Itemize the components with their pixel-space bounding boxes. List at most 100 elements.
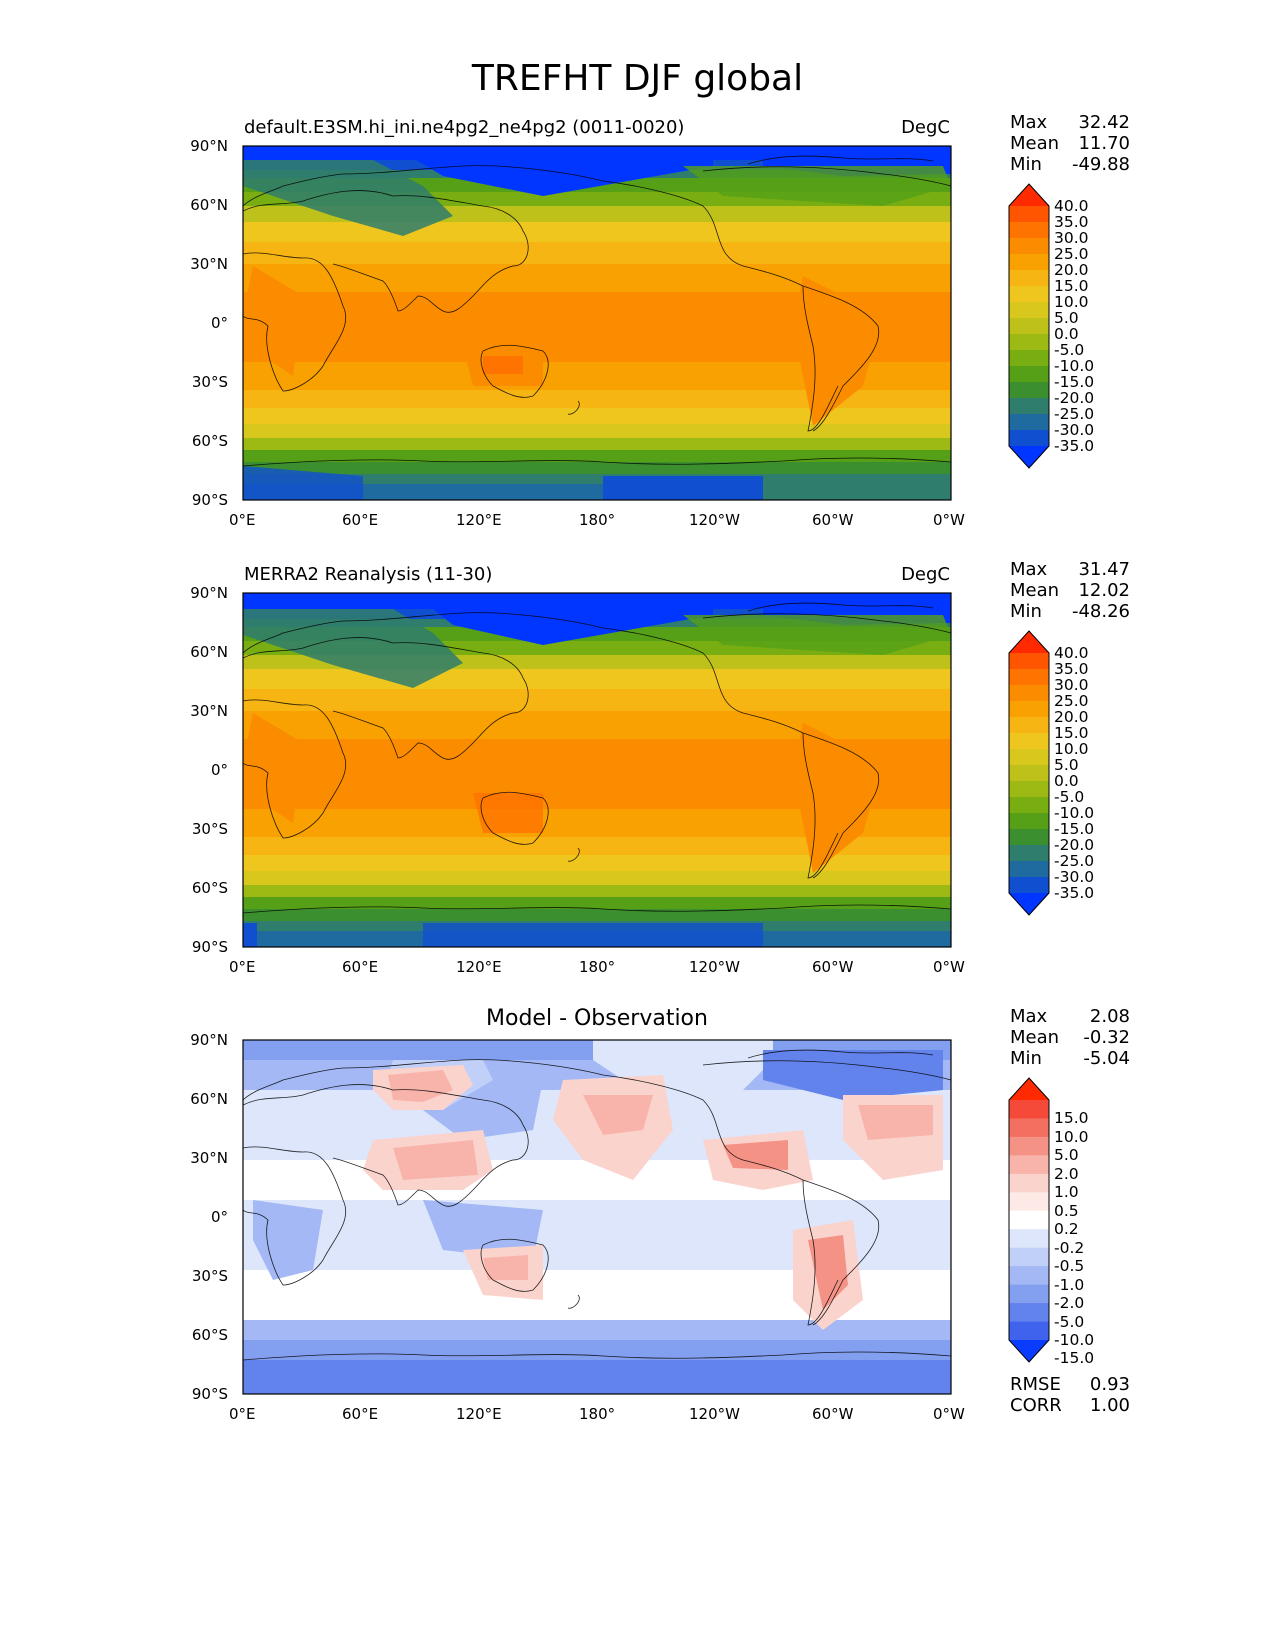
colorbar-tick-label: 40.0 [1054, 197, 1089, 215]
lon-tick-label: 0°W [933, 1405, 965, 1423]
colorbar-tick-label: 2.0 [1054, 1164, 1079, 1183]
colorbar-tick-label: -2.0 [1054, 1294, 1085, 1313]
lat-tick-label: 0° [210, 761, 228, 779]
colorbar-segment [1009, 1210, 1049, 1230]
stat-min-label: Min [1010, 1048, 1042, 1069]
colorbar-tick-label: -10.0 [1054, 804, 1095, 822]
coastlines [242, 1049, 952, 1361]
figure-title: TREFHT DJF global [471, 58, 804, 99]
colorbar-extend-min [1009, 1340, 1049, 1362]
colorbar-tick-label: -0.2 [1054, 1238, 1085, 1257]
colorbar-segment [1009, 1100, 1049, 1119]
colorbar-segment [1009, 781, 1049, 798]
lat-tick-label: 30°N [190, 1149, 228, 1167]
coastlines [242, 155, 952, 467]
corr-label: CORR [1010, 1395, 1062, 1416]
lon-tick-label: 180° [579, 511, 616, 529]
colorbar-segment [1009, 1266, 1049, 1286]
colorbar-segment [1009, 1247, 1049, 1267]
lon-tick-label: 120°W [689, 511, 740, 529]
colorbar-tick-label: 20.0 [1054, 261, 1089, 279]
colorbar-tick-label: -30.0 [1054, 868, 1095, 886]
colorbar-tick-label: -20.0 [1054, 389, 1095, 407]
lon-tick-label: 180° [579, 1405, 616, 1423]
coastlines [242, 602, 952, 914]
colorbar-segment [1009, 829, 1049, 846]
colorbar-tick-label: -5.0 [1054, 1312, 1085, 1331]
colorbar-tick-label: 5.0 [1054, 756, 1079, 774]
lat-tick-label: 30°S [191, 1267, 228, 1285]
colorbar-tick-label: 25.0 [1054, 245, 1089, 263]
colorbar-segment [1009, 318, 1049, 335]
colorbar-extend-min [1009, 446, 1049, 468]
rmse-label: RMSE [1010, 1374, 1061, 1395]
colorbar-tick-label: 15.0 [1054, 1109, 1089, 1128]
colorbar-segment [1009, 1284, 1049, 1304]
colorbar-segment [1009, 653, 1049, 670]
lat-tick-label: 90°S [191, 938, 228, 956]
colorbar-tick-label: 5.0 [1054, 309, 1079, 327]
panel2-colorbar-ticks: 40.0 35.0 30.0 25.0 20.0 15.0 10.0 5.0 0.0 -5.0 -1… [1054, 645, 1114, 901]
colorbar-tick-label: -15.0 [1054, 820, 1095, 838]
colorbar-segment [1009, 1192, 1049, 1212]
colorbar-extend-min [1009, 893, 1049, 915]
panel3-colorbar [1008, 1077, 1050, 1363]
colorbar-segment [1009, 238, 1049, 255]
colorbar-outline [1008, 183, 1050, 469]
colorbar-segment [1009, 701, 1049, 718]
colorbar-tick-label: 25.0 [1054, 692, 1089, 710]
colorbar-segment [1009, 717, 1049, 734]
lon-tick-label: 0°W [933, 958, 965, 976]
stat-min-label: Min [1010, 154, 1042, 175]
panel1-map [242, 145, 952, 501]
lon-tick-label: 120°W [689, 958, 740, 976]
lat-tick-label: 30°S [191, 820, 228, 838]
colorbar-tick-label: 35.0 [1054, 213, 1089, 231]
colorbar-segment [1009, 398, 1049, 415]
difference-field [243, 1040, 951, 1394]
colorbar-tick-label: -10.0 [1054, 1331, 1095, 1349]
lon-tick-label: 120°E [456, 511, 502, 529]
colorbar-segment [1009, 1173, 1049, 1193]
lon-tick-label: 60°E [342, 958, 379, 976]
lon-tick-label: 60°W [812, 511, 854, 529]
stat-max-value: 31.47 [1078, 559, 1130, 580]
colorbar-segment [1009, 813, 1049, 830]
regional-anomalies [243, 593, 951, 947]
lat-tick-label: 90°S [191, 491, 228, 509]
stat-mean-label: Mean [1010, 1027, 1060, 1048]
panel1-colorbar [1008, 183, 1050, 469]
colorbar-outline [1008, 1077, 1050, 1363]
colorbar-extend-max [1009, 631, 1049, 653]
colorbar-segment [1009, 206, 1049, 223]
lon-tick-label: 60°E [342, 511, 379, 529]
colorbar-segment [1009, 669, 1049, 686]
colorbar-tick-label: -1.0 [1054, 1275, 1085, 1294]
panel3-map [242, 1039, 952, 1395]
colorbar-tick-label: -25.0 [1054, 852, 1095, 870]
lat-tick-label: 0° [210, 1208, 228, 1226]
colorbar-tick-label: -0.5 [1054, 1257, 1085, 1276]
colorbar-tick-label: -25.0 [1054, 405, 1095, 423]
colorbar-segment [1009, 1303, 1049, 1323]
stat-min-value: -49.88 [1071, 154, 1130, 175]
lon-tick-label: 60°E [342, 1405, 379, 1423]
colorbar-segment [1009, 350, 1049, 367]
lon-tick-label: 0°E [229, 1405, 256, 1423]
colorbar-segment [1009, 1229, 1049, 1249]
colorbar-tick-label: -5.0 [1054, 341, 1085, 359]
lon-tick-label: 180° [579, 958, 616, 976]
lat-tick-label: 90°S [191, 1385, 228, 1403]
lon-tick-label: 120°W [689, 1405, 740, 1423]
colorbar-segment [1009, 222, 1049, 239]
panel2-colorbar [1008, 630, 1050, 916]
colorbar-tick-label: -30.0 [1054, 421, 1095, 439]
colorbar-segment [1009, 382, 1049, 399]
colorbar-tick-label: -20.0 [1054, 836, 1095, 854]
lon-tick-label: 0°E [229, 511, 256, 529]
panel1-left-title: default.E3SM.hi_ini.ne4pg2_ne4pg2 (0011-… [244, 117, 685, 138]
colorbar-tick-label: 30.0 [1054, 229, 1089, 247]
lat-tick-label: 60°S [191, 432, 228, 450]
colorbar-segment [1009, 286, 1049, 303]
colorbar-tick-label: 15.0 [1054, 277, 1089, 295]
